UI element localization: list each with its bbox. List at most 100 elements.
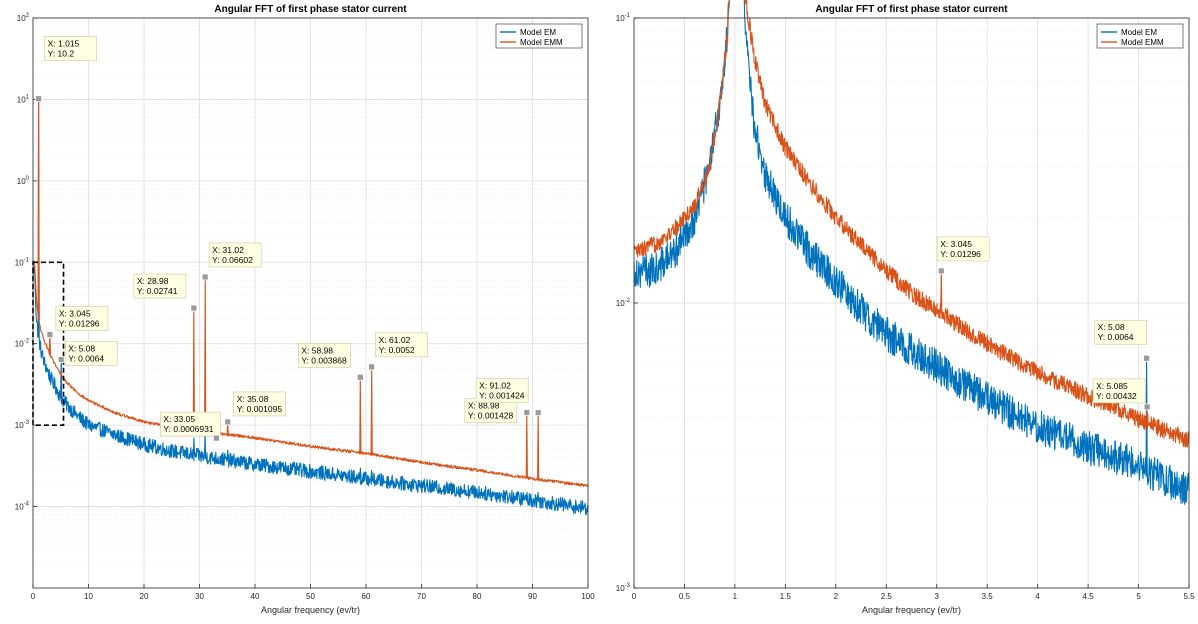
datatip-y-label: Y: 0.001424 — [479, 391, 525, 401]
y-tick-exponent: -2 — [625, 298, 631, 304]
datatip-x-label: X: 5.085 — [1096, 381, 1128, 391]
x-tick-label: 1 — [733, 592, 738, 601]
datatip-box — [44, 36, 97, 62]
datatip-box — [1094, 319, 1147, 345]
datatip-marker — [224, 418, 232, 426]
y-tick-label: 10-1 — [15, 257, 30, 267]
series-peak — [204, 276, 207, 432]
y-tick-mantissa: 10 — [17, 95, 26, 104]
legend-label: Model EMM — [1121, 38, 1164, 47]
y-tick-mantissa: 10 — [15, 340, 24, 349]
datatip-box — [475, 378, 529, 403]
legend-box — [495, 23, 583, 49]
y-tick-mantissa: 10 — [17, 14, 26, 23]
datatip: X: 91.02Y: 0.001424 — [475, 378, 542, 417]
datatip-y-label: Y: 0.001095 — [237, 404, 283, 414]
datatip-marker — [213, 434, 220, 442]
y-tick-exponent: 1 — [26, 94, 30, 100]
y-tick-label: 10-2 — [15, 339, 30, 349]
chart-title: Angular FFT of first phase stator curren… — [214, 4, 407, 15]
series-peak — [60, 359, 63, 398]
datatip-marker — [35, 95, 43, 103]
x-tick-label: 5 — [1136, 592, 1141, 601]
series-peak — [370, 366, 373, 455]
series-line-model-emm — [32, 260, 589, 488]
datatip-y-label: Y: 0.001428 — [468, 411, 514, 421]
datatip-y-label: Y: 0.01296 — [940, 249, 981, 259]
x-tick-label: 0.5 — [679, 592, 691, 601]
datatip-marker — [368, 363, 376, 371]
datatip-y-label: Y: 0.003868 — [301, 355, 347, 365]
datatip-y-label: Y: 0.00432 — [1096, 391, 1137, 401]
datatip-x-label: X: 1.015 — [48, 39, 80, 49]
datatip-marker — [57, 356, 65, 363]
datatip-x-label: X: 28.98 — [137, 276, 169, 286]
datatip-x-label: X: 35.08 — [237, 394, 269, 404]
datatip-marker — [523, 409, 531, 416]
series-peak — [370, 470, 373, 480]
datatip-y-label: Y: 0.0064 — [68, 353, 104, 363]
y-tick-label: 102 — [17, 13, 30, 23]
x-tick-label: 90 — [528, 592, 537, 601]
datatip-box — [233, 391, 286, 417]
series-peak — [359, 377, 362, 453]
x-tick-label: 3 — [935, 592, 940, 601]
x-tick-label: 1.5 — [780, 592, 792, 601]
x-tick-label: 80 — [473, 592, 482, 601]
datatip: X: 31.02Y: 0.06602 — [201, 242, 262, 281]
y-tick-exponent: -4 — [24, 502, 30, 508]
datatip-marker — [201, 273, 209, 281]
datatip-x-label: X: 31.02 — [212, 245, 244, 255]
datatip-x-label: X: 33.05 — [163, 414, 195, 424]
datatip: X: 33.05Y: 0.0006931 — [160, 411, 221, 442]
datatip-box — [1092, 378, 1146, 404]
x-tick-label: 3.5 — [982, 592, 994, 601]
y-tick-exponent: -1 — [625, 13, 631, 19]
legend-label: Model EM — [1121, 28, 1157, 37]
x-tick-label: 4.5 — [1083, 592, 1095, 601]
datatip-box — [936, 236, 990, 262]
datatip: X: 5.08Y: 0.0064 — [57, 341, 118, 366]
series-peak — [37, 98, 40, 320]
datatip: X: 58.98Y: 0.003868 — [298, 343, 364, 381]
datatip-x-label: X: 5.08 — [68, 343, 95, 353]
x-tick-label: 2.5 — [881, 592, 893, 601]
y-tick-mantissa: 10 — [17, 177, 26, 186]
datatip-marker — [937, 267, 945, 275]
x-tick-label: 30 — [195, 592, 204, 601]
datatip-box — [64, 341, 118, 366]
y-tick-label: 101 — [17, 94, 30, 104]
x-tick-label: 2 — [834, 592, 839, 601]
y-tick-label: 10-3 — [616, 583, 631, 593]
series-line-model-em — [633, 0, 1190, 505]
x-tick-label: 50 — [306, 592, 315, 601]
datatip: X: 28.98Y: 0.02741 — [133, 273, 198, 312]
series-peak — [192, 308, 195, 431]
datatip-y-label: Y: 0.0052 — [379, 345, 415, 355]
y-tick-mantissa: 10 — [616, 299, 625, 308]
datatip-y-label: Y: 0.02741 — [137, 286, 178, 296]
datatip-marker — [356, 373, 364, 381]
datatip-y-label: Y: 0.06602 — [212, 255, 253, 265]
datatip-box — [375, 332, 428, 358]
x-axis-label: Angular frequency (ev/tr) — [862, 605, 961, 615]
minor-grid — [33, 21, 588, 564]
y-tick-exponent: -1 — [24, 257, 30, 263]
y-tick-label: 10-4 — [15, 502, 30, 512]
datatip-box — [55, 306, 109, 331]
series-peak — [525, 492, 529, 500]
datatip-x-label: X: 58.98 — [301, 345, 333, 355]
zoom-region-box — [32, 261, 65, 426]
series-peak — [226, 449, 229, 461]
series-peak — [536, 492, 540, 502]
datatip-x-label: X: 91.02 — [479, 381, 511, 391]
y-tick-label: 10-2 — [616, 298, 631, 308]
y-tick-label: 100 — [17, 176, 30, 186]
datatip-box — [298, 343, 351, 368]
y-tick-label: 10-3 — [15, 420, 30, 430]
datatip-box — [160, 411, 221, 437]
